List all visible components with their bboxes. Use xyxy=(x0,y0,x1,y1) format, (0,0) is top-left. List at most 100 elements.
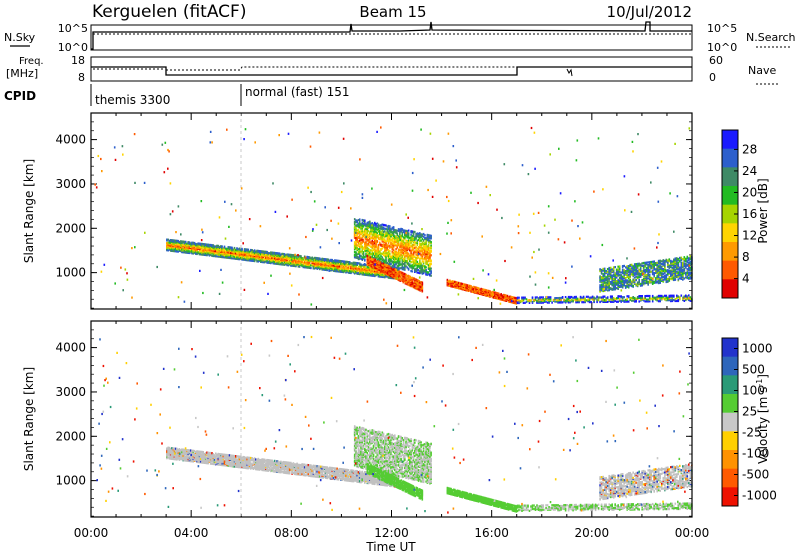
echo-cell xyxy=(465,283,467,286)
echo-cell xyxy=(347,266,350,269)
echo-cell xyxy=(356,262,358,265)
echo-cell xyxy=(340,268,342,271)
echo-cell xyxy=(247,259,250,262)
echo-cell xyxy=(618,284,621,288)
echo-cell xyxy=(365,249,367,253)
echo-cell xyxy=(421,285,424,289)
echo-cell xyxy=(645,294,648,298)
echo-cell xyxy=(455,281,457,284)
echo-cell xyxy=(343,269,346,272)
echo-cell xyxy=(384,227,386,230)
echo-cell xyxy=(480,287,482,290)
echo-cell xyxy=(350,270,352,273)
echo-cell xyxy=(281,252,283,255)
echo-cell xyxy=(346,263,348,266)
echo-cell xyxy=(372,226,375,229)
echo-cell xyxy=(424,242,426,245)
echo-cell xyxy=(280,260,282,263)
echo-cell xyxy=(212,244,215,247)
echo-cell xyxy=(384,259,386,262)
echo-cell xyxy=(683,299,686,302)
echo-cell xyxy=(411,281,414,284)
echo-cell xyxy=(406,277,409,280)
echo-cell xyxy=(407,262,410,265)
echo-cell xyxy=(600,284,603,287)
echo-cell xyxy=(402,281,405,284)
echo-cell xyxy=(397,276,400,279)
echo-cell xyxy=(416,279,419,282)
echo-cell xyxy=(417,238,420,242)
echo-cell xyxy=(365,264,367,267)
echo-cell xyxy=(606,296,609,299)
echo-cell xyxy=(409,263,411,266)
echo-cell xyxy=(392,240,395,243)
echo-cell xyxy=(409,249,411,252)
echo-cell xyxy=(370,222,372,225)
station-title: Kerguelen (fitACF) xyxy=(92,2,246,22)
echo-cell xyxy=(235,255,237,258)
echo-cell xyxy=(405,254,407,257)
echo-cell xyxy=(629,267,631,270)
echo-cell xyxy=(298,256,301,259)
echo-cell xyxy=(397,229,400,233)
echo-cell xyxy=(422,235,425,238)
echo-cell xyxy=(608,266,610,270)
echo-cell xyxy=(633,272,636,275)
echo-cell xyxy=(377,271,380,274)
echo-cell xyxy=(277,252,280,255)
echo-cell xyxy=(368,255,371,259)
echo-cell xyxy=(383,264,386,267)
echo-cell xyxy=(331,258,333,262)
echo-cell xyxy=(415,280,418,283)
echo-cell xyxy=(518,296,520,299)
echo-cell xyxy=(261,252,263,256)
echo-cell xyxy=(381,240,384,243)
echo-cell xyxy=(357,222,360,225)
echo-cell xyxy=(516,296,519,299)
echo-cell xyxy=(670,299,672,302)
echo-cell xyxy=(384,238,386,241)
echo-cell xyxy=(420,283,423,286)
echo-cell xyxy=(356,236,358,239)
echo-cell xyxy=(197,251,199,254)
echo-cell xyxy=(369,249,371,252)
echo-cell xyxy=(381,263,384,267)
echo-cell xyxy=(394,235,396,238)
echo-cell xyxy=(204,252,207,255)
echo-cell xyxy=(469,284,471,287)
echo-cell xyxy=(425,257,427,260)
echo-cell xyxy=(353,218,356,221)
echo-cell xyxy=(609,287,612,290)
echo-cell xyxy=(194,247,197,250)
echo-cell xyxy=(380,235,382,238)
echo-cell xyxy=(248,250,251,253)
echo-cell xyxy=(411,249,414,252)
echo-cell xyxy=(282,254,285,257)
echo-cell xyxy=(325,258,327,261)
echo-cell xyxy=(355,253,357,257)
echo-cell xyxy=(464,287,466,291)
echo-cell xyxy=(630,296,633,300)
echo-cell xyxy=(202,244,204,247)
echo-cell xyxy=(392,260,395,263)
echo-cell xyxy=(261,255,263,258)
echo-cell xyxy=(358,230,361,233)
echo-cell xyxy=(447,280,450,283)
echo-cell xyxy=(395,268,398,272)
echo-cell xyxy=(169,239,172,242)
echo-cell xyxy=(241,252,243,255)
echo-cell xyxy=(406,266,409,269)
echo-cell xyxy=(417,232,420,235)
echo-cell xyxy=(426,271,429,274)
echo-cell xyxy=(372,248,375,251)
echo-cell xyxy=(268,261,271,264)
echo-cell xyxy=(382,238,385,241)
echo-cell xyxy=(211,244,213,247)
echo-cell xyxy=(356,221,358,224)
echo-cell xyxy=(371,251,374,254)
echo-cell xyxy=(361,268,364,271)
echo-cell xyxy=(385,255,387,258)
echo-cell xyxy=(425,261,427,264)
echo-cell xyxy=(411,279,414,282)
echo-cell xyxy=(278,257,281,260)
